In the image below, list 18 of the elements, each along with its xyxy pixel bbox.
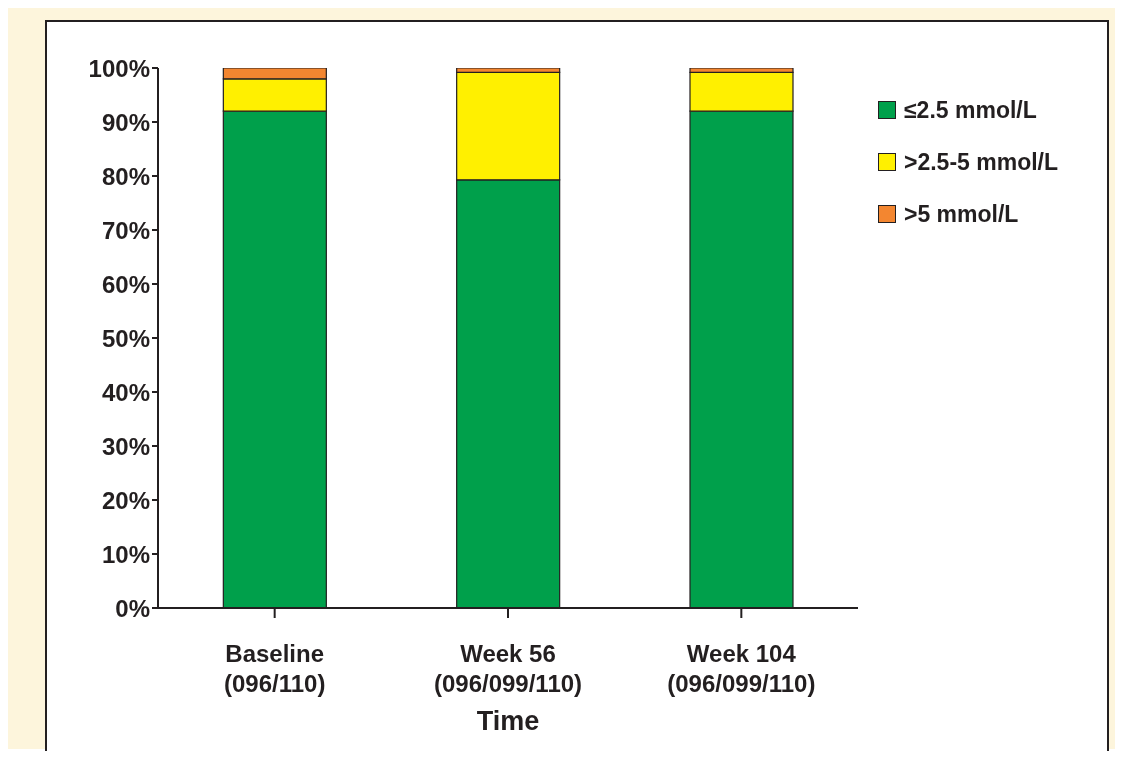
y-tick-label: 30% — [101, 432, 150, 460]
y-tick-label: 40% — [101, 378, 150, 406]
y-tick-label: 70% — [101, 216, 150, 244]
y-tick-label: 20% — [101, 486, 150, 514]
x-tick-label: Baseline (096/110) — [223, 640, 326, 697]
x-axis-title: Time — [476, 706, 540, 736]
legend-label: >2.5-5 mmol/L — [904, 148, 1059, 176]
y-tick-label: 0% — [115, 594, 150, 622]
legend-label: ≤2.5 mmol/L — [904, 96, 1037, 124]
legend-label: >5 mmol/L — [904, 200, 1019, 228]
x-tick-label: Week 56 (096/099/110) — [433, 640, 583, 697]
y-tick-label: 60% — [101, 270, 150, 298]
y-tick-label: 80% — [101, 162, 150, 190]
y-tick-label: 10% — [101, 540, 150, 568]
y-tick-label: 100% — [88, 54, 150, 82]
y-tick-label: 50% — [101, 324, 150, 352]
y-tick-label: 90% — [101, 108, 150, 136]
x-tick-label: Week 104 (096/099/110) — [667, 640, 816, 697]
